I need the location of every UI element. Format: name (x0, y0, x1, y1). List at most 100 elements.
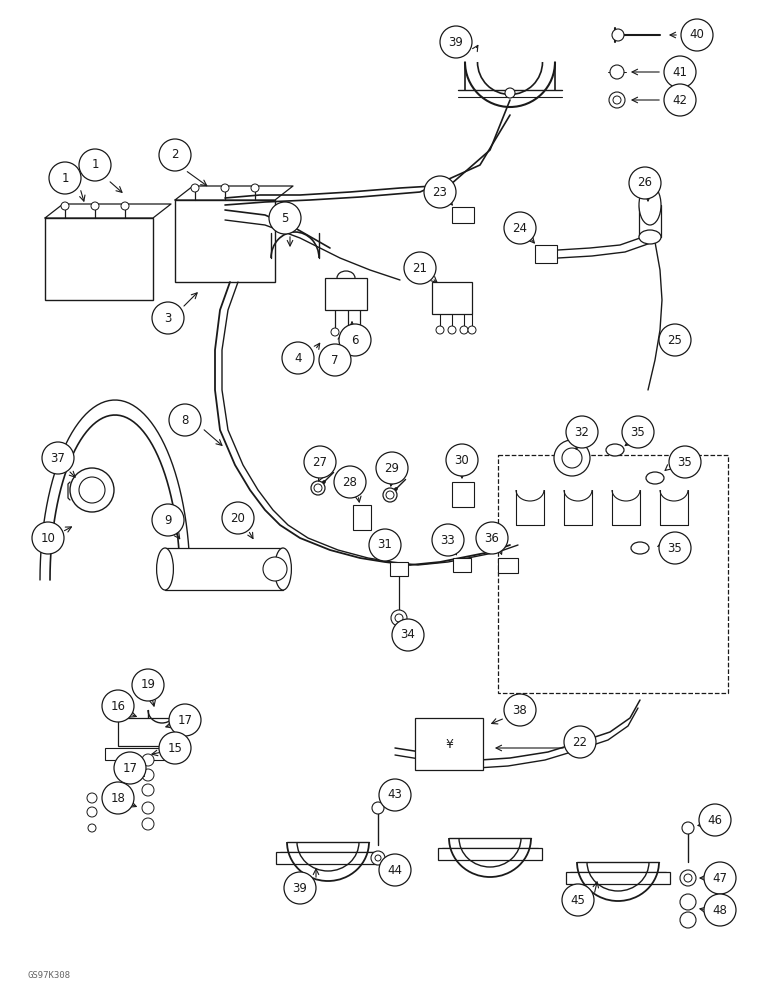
Circle shape (87, 793, 97, 803)
Text: 9: 9 (164, 514, 171, 526)
Text: 19: 19 (141, 678, 155, 692)
Circle shape (562, 448, 582, 468)
Circle shape (132, 669, 164, 701)
FancyBboxPatch shape (165, 548, 283, 590)
Text: 36: 36 (485, 532, 499, 544)
Circle shape (436, 326, 444, 334)
Circle shape (87, 807, 97, 817)
Text: 1: 1 (91, 158, 99, 172)
Circle shape (669, 446, 701, 478)
Ellipse shape (157, 548, 174, 590)
Circle shape (263, 557, 287, 581)
Circle shape (504, 694, 536, 726)
Circle shape (152, 302, 184, 334)
Circle shape (79, 149, 111, 181)
Circle shape (102, 782, 134, 814)
Text: 44: 44 (388, 863, 402, 876)
Text: 43: 43 (388, 788, 402, 802)
Circle shape (440, 26, 472, 58)
Circle shape (446, 444, 478, 476)
FancyBboxPatch shape (276, 852, 380, 864)
Text: 45: 45 (571, 894, 585, 906)
Circle shape (49, 162, 81, 194)
Circle shape (609, 92, 625, 108)
Text: 47: 47 (713, 871, 727, 884)
FancyBboxPatch shape (325, 278, 367, 310)
Circle shape (404, 252, 436, 284)
Text: 32: 32 (574, 426, 590, 438)
Circle shape (334, 466, 366, 498)
Text: 24: 24 (513, 222, 527, 234)
FancyBboxPatch shape (118, 718, 180, 746)
Circle shape (142, 784, 154, 796)
Text: 48: 48 (713, 904, 727, 916)
Circle shape (392, 619, 424, 651)
Circle shape (448, 326, 456, 334)
Circle shape (704, 862, 736, 894)
Circle shape (371, 851, 385, 865)
Text: 39: 39 (449, 35, 463, 48)
Text: 35: 35 (678, 456, 692, 468)
Text: 10: 10 (41, 532, 56, 544)
Circle shape (169, 404, 201, 436)
Text: 16: 16 (110, 700, 126, 712)
Text: 15: 15 (168, 742, 182, 754)
Circle shape (339, 324, 371, 356)
Circle shape (383, 488, 397, 502)
Circle shape (564, 726, 596, 758)
Text: 37: 37 (50, 452, 66, 464)
Circle shape (432, 524, 464, 556)
Text: 4: 4 (294, 352, 302, 364)
Circle shape (664, 56, 696, 88)
Circle shape (684, 874, 692, 882)
Circle shape (159, 139, 191, 171)
Circle shape (680, 894, 696, 910)
Circle shape (504, 212, 536, 244)
Text: 40: 40 (689, 28, 704, 41)
Circle shape (659, 532, 691, 564)
Text: 42: 42 (672, 94, 688, 106)
Ellipse shape (606, 444, 624, 456)
Circle shape (612, 29, 624, 41)
Circle shape (376, 452, 408, 484)
Circle shape (331, 328, 339, 336)
Circle shape (311, 481, 325, 495)
Circle shape (704, 894, 736, 926)
Circle shape (386, 491, 394, 499)
Circle shape (191, 184, 199, 192)
Circle shape (613, 96, 621, 104)
Text: 8: 8 (181, 414, 188, 426)
Circle shape (304, 446, 336, 478)
Circle shape (88, 824, 96, 832)
Text: 31: 31 (378, 538, 392, 552)
Circle shape (344, 328, 352, 336)
Circle shape (659, 324, 691, 356)
FancyBboxPatch shape (498, 558, 518, 573)
Text: 7: 7 (331, 354, 339, 366)
Circle shape (680, 870, 696, 886)
Ellipse shape (646, 472, 664, 484)
Circle shape (152, 504, 184, 536)
FancyBboxPatch shape (353, 505, 371, 530)
Circle shape (121, 202, 129, 210)
FancyBboxPatch shape (438, 848, 542, 860)
Circle shape (142, 769, 154, 781)
Text: 34: 34 (401, 629, 415, 642)
Text: ¥: ¥ (445, 738, 453, 750)
Text: 1: 1 (61, 172, 69, 184)
Text: 5: 5 (281, 212, 289, 225)
Text: 17: 17 (123, 762, 137, 774)
Circle shape (314, 484, 322, 492)
Text: 20: 20 (231, 512, 245, 524)
FancyBboxPatch shape (415, 718, 483, 770)
Circle shape (566, 416, 598, 448)
Text: 6: 6 (351, 334, 359, 347)
Circle shape (269, 202, 301, 234)
Text: 35: 35 (668, 542, 682, 554)
Circle shape (32, 522, 64, 554)
Ellipse shape (631, 542, 649, 554)
Circle shape (476, 522, 508, 554)
Text: 46: 46 (707, 814, 723, 826)
FancyBboxPatch shape (452, 207, 474, 223)
Circle shape (159, 732, 191, 764)
